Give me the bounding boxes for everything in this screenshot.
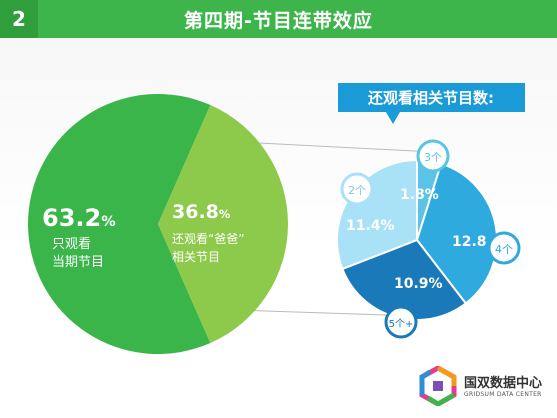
category-label-3: 3个 [424,151,442,164]
main-pie-value-only-current: 63.2% [42,204,116,232]
category-bubble-4: 4个 [487,231,521,265]
breakdown-slice-1 [415,162,499,305]
main-pie-value-related: 36.8% [172,201,231,223]
main-pie-label-only-current-line1: 只观看 [52,236,91,252]
page-title: 第四期-节目连带效应 [184,9,373,32]
breakdown-value-5plus: 10.9% [394,276,443,292]
category-bubble-3: 3个 [416,139,450,173]
breakdown-value-4: 12.8 [452,234,487,250]
breakdown-value-3: 1.8% [400,187,439,203]
category-label-5plus: 5个+ [389,318,414,330]
breakdown-value-2: 11.4% [346,218,395,234]
brand-name: 国双数据中心 [464,376,543,391]
brand-subtitle: GRIDSUM DATA CENTER [464,391,542,398]
header-bar [0,0,557,38]
main-pie-label-related-line1: 还观看“爸爸” [172,232,244,246]
brand-logo-icon [419,366,457,406]
breakdown-title: 还观看相关节目数: [367,89,494,107]
main-pie-slice-only-current [27,93,211,354]
breakdown-callout: 还观看相关节目数: [338,83,525,124]
category-label-4: 4个 [495,243,513,256]
main-pie-label-only-current-line2: 当期节目 [52,255,104,270]
category-label-2: 2个 [348,184,366,197]
main-pie-label-related-line2: 相关节目 [172,250,220,264]
section-number: 2 [0,0,38,38]
brand-logo: 国双数据中心 GRIDSUM DATA CENTER [418,366,553,410]
main-pie-slice-related [158,105,288,343]
category-bubble-2: 2个 [340,172,374,206]
category-bubble-5plus: 5个+ [384,305,418,339]
